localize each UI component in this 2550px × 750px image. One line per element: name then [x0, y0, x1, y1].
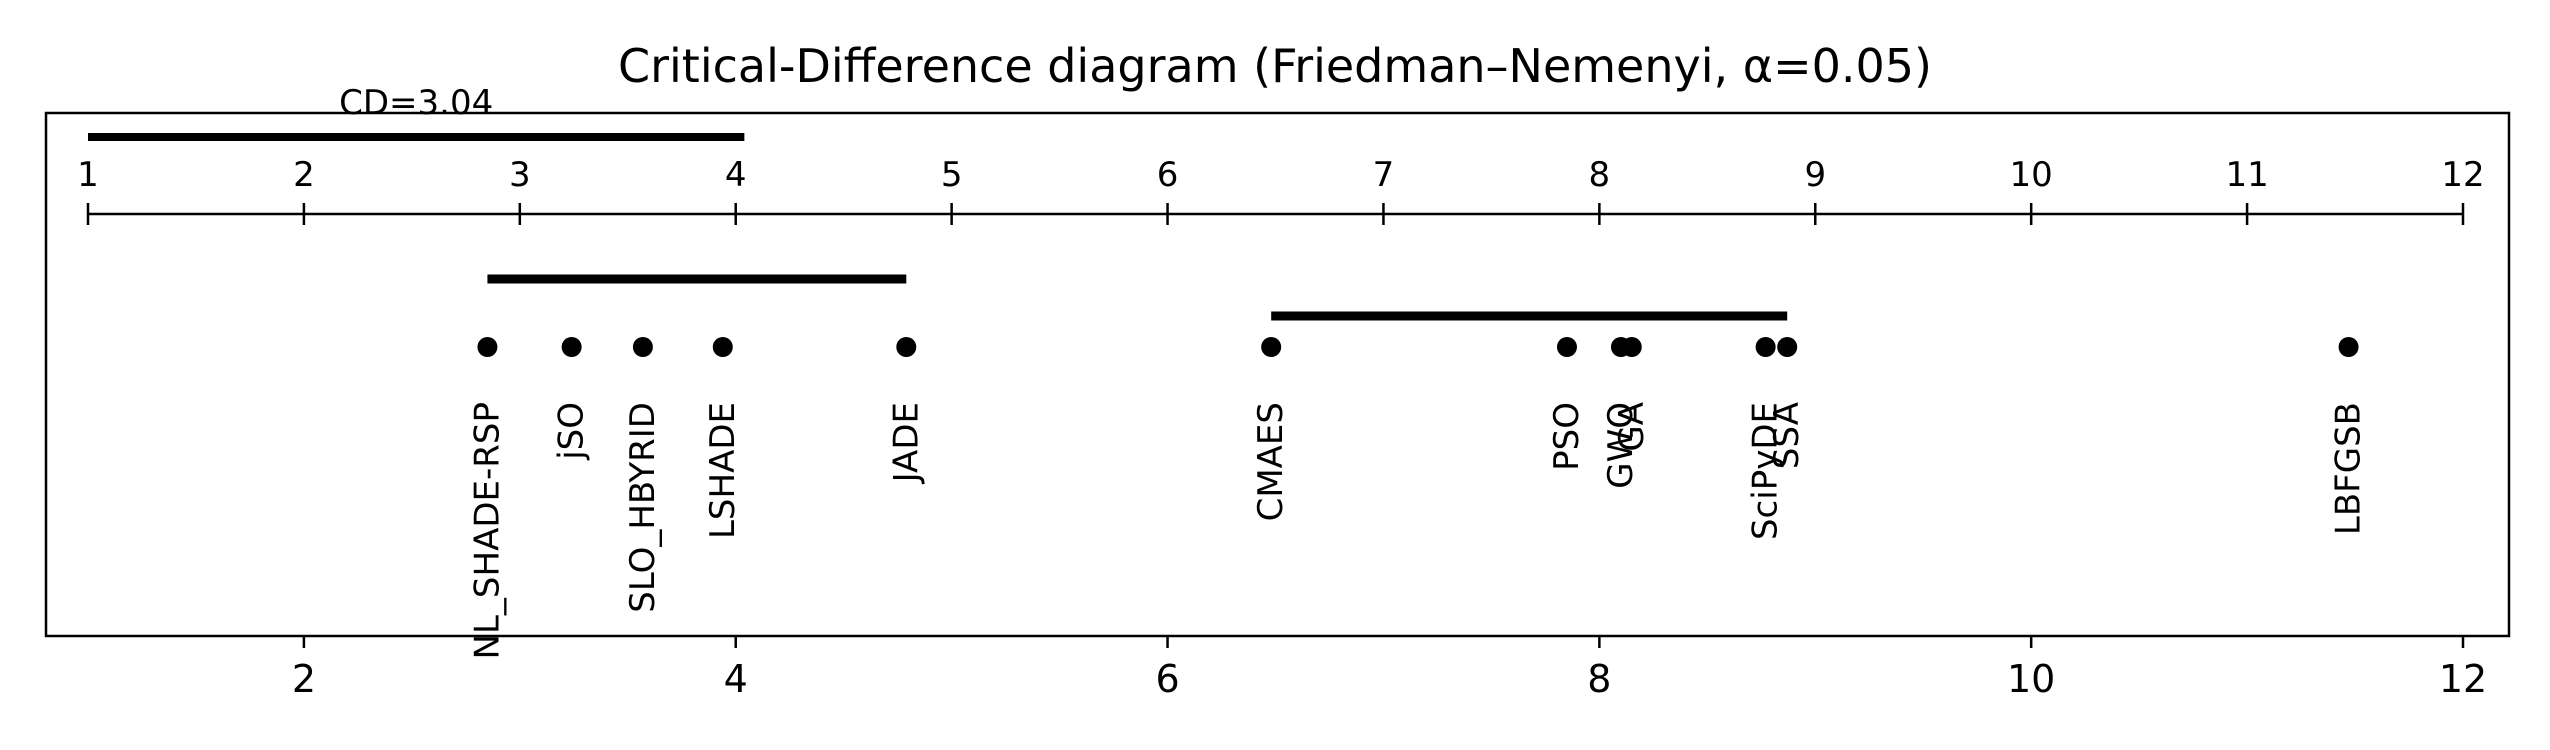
cd-label: CD=3.04: [339, 83, 493, 123]
rank-point: [1261, 337, 1282, 357]
rank-point: [477, 337, 498, 357]
rank-point: [1755, 337, 1776, 357]
rank-axis-tick-label: 4: [725, 155, 747, 195]
rank-axis-tick-label: 11: [2225, 155, 2268, 195]
bottom-axis-tick-label: 4: [724, 657, 748, 701]
bottom-axis-tick-label: 10: [2007, 657, 2055, 701]
bottom-axis-tick-label: 2: [292, 657, 316, 701]
rank-point: [1777, 337, 1798, 357]
rank-point: [1556, 337, 1577, 357]
method-label: CMAES: [1251, 402, 1291, 521]
method-label: GA: [1612, 402, 1652, 452]
method-label: GWO: [1601, 402, 1641, 489]
rank-axis-tick-label: 12: [2441, 155, 2484, 195]
rank-axis-tick-label: 6: [1157, 155, 1179, 195]
rank-axis-tick-label: 3: [509, 155, 531, 195]
rank-axis-tick-label: 10: [2010, 155, 2053, 195]
rank-point: [632, 337, 653, 357]
rank-point: [1621, 337, 1642, 357]
method-label: LSHADE: [703, 402, 743, 539]
rank-point: [561, 337, 582, 357]
method-label: jSO: [552, 402, 592, 461]
rank-axis-tick-label: 5: [941, 155, 963, 195]
rank-point: [2338, 337, 2359, 357]
method-label: PSO: [1547, 402, 1587, 471]
method-label: NL_SHADE-RSP: [467, 402, 507, 659]
chart-title: Critical-Difference diagram (Friedman–Ne…: [618, 39, 1932, 93]
rank-axis-tick-label: 8: [1589, 155, 1611, 195]
rank-axis-tick-label: 9: [1804, 155, 1826, 195]
plot-frame: [44, 111, 2511, 638]
rank-point: [896, 337, 917, 357]
method-label: SciPyDE: [1746, 402, 1786, 540]
method-label: SSA: [1767, 402, 1807, 469]
bottom-axis-tick-label: 6: [1155, 657, 1179, 701]
method-label: LBFGSB: [2329, 402, 2369, 535]
rank-point: [712, 337, 733, 357]
bottom-axis-tick-label: 8: [1587, 657, 1611, 701]
method-label: SLO_HBYRID: [623, 402, 663, 613]
rank-axis-tick-label: 1: [77, 155, 99, 195]
method-label: JADE: [886, 402, 926, 484]
rank-axis-tick-label: 7: [1373, 155, 1395, 195]
rank-axis-tick-label: 2: [293, 155, 315, 195]
bottom-axis-tick-label: 12: [2439, 657, 2487, 701]
